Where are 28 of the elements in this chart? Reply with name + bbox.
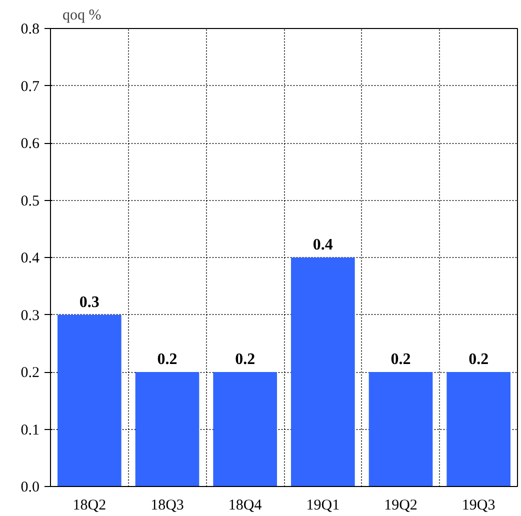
y-tick-label: 0.3 (20, 308, 40, 324)
x-tick-label: 18Q4 (228, 498, 262, 514)
data-label: 0.2 (468, 351, 489, 368)
y-tick-label: 0.8 (20, 22, 40, 38)
y-tick-label: 0.2 (20, 365, 40, 381)
bar (291, 258, 355, 486)
x-tick-label: 18Q3 (150, 498, 184, 514)
y-tick-label: 0.7 (20, 78, 40, 95)
x-tick-label: 19Q1 (306, 498, 340, 514)
x-tick-label: 18Q2 (72, 498, 106, 514)
bar (446, 372, 510, 486)
data-label: 0.2 (235, 351, 256, 368)
y-axis-title: qoq % (62, 8, 102, 24)
y-tick-label: 0.4 (20, 250, 40, 266)
x-tick-label: 19Q3 (462, 498, 496, 514)
bar (58, 314, 122, 486)
data-label: 0.3 (79, 294, 100, 311)
data-label: 0.2 (390, 351, 411, 368)
y-tick-label: 0.6 (20, 136, 40, 152)
data-label: 0.2 (157, 351, 178, 368)
y-tick-label: 0.5 (20, 193, 40, 210)
y-tick-label: 0.0 (20, 480, 40, 496)
bar (135, 372, 200, 486)
y-tick-label: 0.1 (20, 422, 40, 438)
x-tick-label: 19Q2 (384, 498, 418, 514)
bar (368, 372, 433, 486)
bar (213, 372, 277, 486)
data-label: 0.4 (312, 236, 333, 254)
